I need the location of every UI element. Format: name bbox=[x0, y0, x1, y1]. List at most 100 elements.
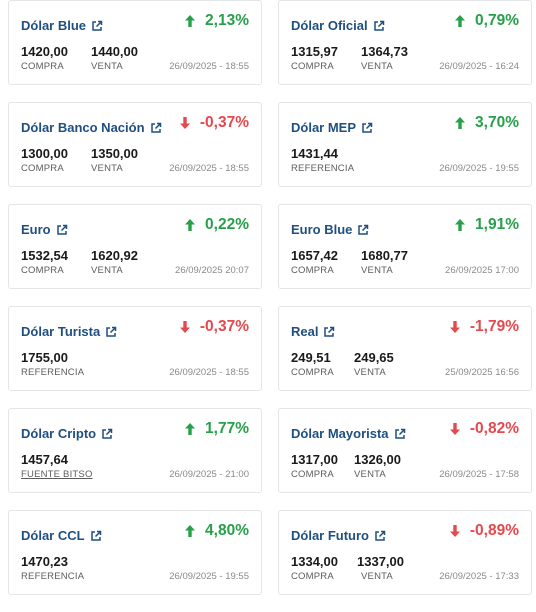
compra-value: 1657,42 bbox=[291, 248, 338, 263]
external-link-icon bbox=[90, 530, 101, 541]
arrow-down-icon bbox=[179, 321, 190, 333]
change-indicator: -0,37% bbox=[179, 114, 249, 132]
compra-value: 1300,00 bbox=[21, 146, 68, 161]
update-date: 26/09/2025 - 19:55 bbox=[439, 163, 519, 174]
card-dolar-futuro: Dólar Futuro -0,89% 1334,00 COMPRA 1337,… bbox=[278, 510, 532, 595]
card-title-link[interactable]: Euro bbox=[21, 222, 68, 237]
update-date: 26/09/2025 17:00 bbox=[445, 265, 519, 276]
venta-label: VENTA bbox=[354, 367, 386, 378]
venta-value: 1364,73 bbox=[361, 44, 408, 59]
venta-label: VENTA bbox=[91, 265, 123, 276]
venta-value: 1440,00 bbox=[91, 44, 138, 59]
change-indicator: -0,37% bbox=[179, 318, 249, 336]
update-date: 26/09/2025 - 18:55 bbox=[169, 61, 249, 72]
card-dolar-blue: Dólar Blue 2,13% 1420,00 COMPRA 1440,00 … bbox=[8, 0, 262, 85]
update-date: 26/09/2025 20:07 bbox=[175, 265, 249, 276]
compra-value: 1334,00 bbox=[291, 554, 338, 569]
referencia-label: REFERENCIA bbox=[21, 367, 85, 378]
compra-label: COMPRA bbox=[291, 571, 334, 582]
change-indicator: 0,79% bbox=[454, 12, 519, 30]
external-link-icon bbox=[394, 428, 405, 439]
venta-value: 1620,92 bbox=[91, 248, 138, 263]
change-indicator: 0,22% bbox=[184, 216, 249, 234]
change-indicator: 4,80% bbox=[184, 522, 249, 540]
external-link-icon bbox=[56, 224, 67, 235]
update-date: 26/09/2025 - 17:58 bbox=[439, 469, 519, 480]
compra-value: 249,51 bbox=[291, 350, 331, 365]
card-title-link[interactable]: Dólar Banco Nación bbox=[21, 120, 162, 135]
update-date: 25/09/2025 16:56 bbox=[445, 367, 519, 378]
compra-label: COMPRA bbox=[291, 265, 334, 276]
compra-value: 1420,00 bbox=[21, 44, 68, 59]
arrow-up-icon bbox=[455, 219, 466, 231]
update-date: 26/09/2025 - 17:33 bbox=[439, 571, 519, 582]
update-date: 26/09/2025 - 18:55 bbox=[169, 367, 249, 378]
external-link-icon bbox=[362, 122, 373, 133]
external-link-icon bbox=[92, 20, 103, 31]
card-title-link[interactable]: Real bbox=[291, 324, 335, 339]
card-title-link[interactable]: Dólar CCL bbox=[21, 528, 102, 543]
change-indicator: 3,70% bbox=[454, 114, 519, 132]
card-title-link[interactable]: Euro Blue bbox=[291, 222, 369, 237]
compra-value: 1532,54 bbox=[21, 248, 68, 263]
compra-label: COMPRA bbox=[291, 367, 334, 378]
card-dolar-ccl: Dólar CCL 4,80% 1470,23 REFERENCIA 26/09… bbox=[8, 510, 262, 595]
venta-label: VENTA bbox=[91, 61, 123, 72]
card-title-link[interactable]: Dólar Futuro bbox=[291, 528, 386, 543]
venta-label: VENTA bbox=[354, 469, 386, 480]
referencia-value: 1470,23 bbox=[21, 554, 68, 569]
venta-label: VENTA bbox=[361, 571, 393, 582]
referencia-value: 1755,00 bbox=[21, 350, 68, 365]
arrow-up-icon bbox=[455, 15, 466, 27]
update-date: 26/09/2025 - 19:55 bbox=[169, 571, 249, 582]
update-date: 26/09/2025 - 18:55 bbox=[169, 163, 249, 174]
referencia-label: REFERENCIA bbox=[291, 163, 355, 174]
change-indicator: -0,82% bbox=[449, 420, 519, 438]
compra-label: COMPRA bbox=[21, 265, 64, 276]
update-date: 26/09/2025 - 21:00 bbox=[169, 469, 249, 480]
referencia-label: REFERENCIA bbox=[21, 571, 85, 582]
compra-value: 1317,00 bbox=[291, 452, 338, 467]
venta-label: VENTA bbox=[91, 163, 123, 174]
card-dolar-mayorista: Dólar Mayorista -0,82% 1317,00 COMPRA 13… bbox=[278, 408, 532, 493]
venta-label: VENTA bbox=[361, 265, 393, 276]
arrow-up-icon bbox=[185, 525, 196, 537]
card-euro-blue: Euro Blue 1,91% 1657,42 COMPRA 1680,77 V… bbox=[278, 204, 532, 289]
venta-value: 1326,00 bbox=[354, 452, 401, 467]
card-dolar-mep: Dólar MEP 3,70% 1431,44 REFERENCIA 26/09… bbox=[278, 102, 532, 187]
venta-value: 249,65 bbox=[354, 350, 394, 365]
external-link-icon bbox=[150, 122, 161, 133]
card-title-link[interactable]: Dólar MEP bbox=[291, 120, 373, 135]
card-dolar-turista: Dólar Turista -0,37% 1755,00 REFERENCIA … bbox=[8, 306, 262, 391]
card-title-link[interactable]: Dólar Cripto bbox=[21, 426, 113, 441]
external-link-icon bbox=[102, 428, 113, 439]
card-dolar-cripto: Dólar Cripto 1,77% 1457,64 FUENTE BITSO … bbox=[8, 408, 262, 493]
card-title-link[interactable]: Dólar Oficial bbox=[291, 18, 385, 33]
venta-value: 1350,00 bbox=[91, 146, 138, 161]
change-indicator: -0,89% bbox=[449, 522, 519, 540]
compra-label: COMPRA bbox=[21, 163, 64, 174]
referencia-value: 1431,44 bbox=[291, 146, 338, 161]
venta-value: 1337,00 bbox=[357, 554, 404, 569]
venta-value: 1680,77 bbox=[361, 248, 408, 263]
compra-label: COMPRA bbox=[291, 61, 334, 72]
card-euro: Euro 0,22% 1532,54 COMPRA 1620,92 VENTA … bbox=[8, 204, 262, 289]
external-link-icon bbox=[373, 20, 384, 31]
external-link-icon bbox=[358, 224, 369, 235]
arrow-up-icon bbox=[185, 423, 196, 435]
change-indicator: 1,91% bbox=[454, 216, 519, 234]
arrow-down-icon bbox=[449, 321, 460, 333]
arrow-down-icon bbox=[179, 117, 190, 129]
change-indicator: -1,79% bbox=[449, 318, 519, 336]
card-dolar-oficial: Dólar Oficial 0,79% 1315,97 COMPRA 1364,… bbox=[278, 0, 532, 85]
update-date: 26/09/2025 - 16:24 bbox=[439, 61, 519, 72]
external-link-icon bbox=[375, 530, 386, 541]
source-link[interactable]: FUENTE BITSO bbox=[21, 469, 93, 480]
price-value: 1457,64 bbox=[21, 452, 68, 467]
change-indicator: 1,77% bbox=[184, 420, 249, 438]
card-title-link[interactable]: Dólar Mayorista bbox=[291, 426, 406, 441]
card-title-link[interactable]: Dólar Blue bbox=[21, 18, 103, 33]
compra-value: 1315,97 bbox=[291, 44, 338, 59]
card-title-link[interactable]: Dólar Turista bbox=[21, 324, 117, 339]
arrow-up-icon bbox=[455, 117, 466, 129]
